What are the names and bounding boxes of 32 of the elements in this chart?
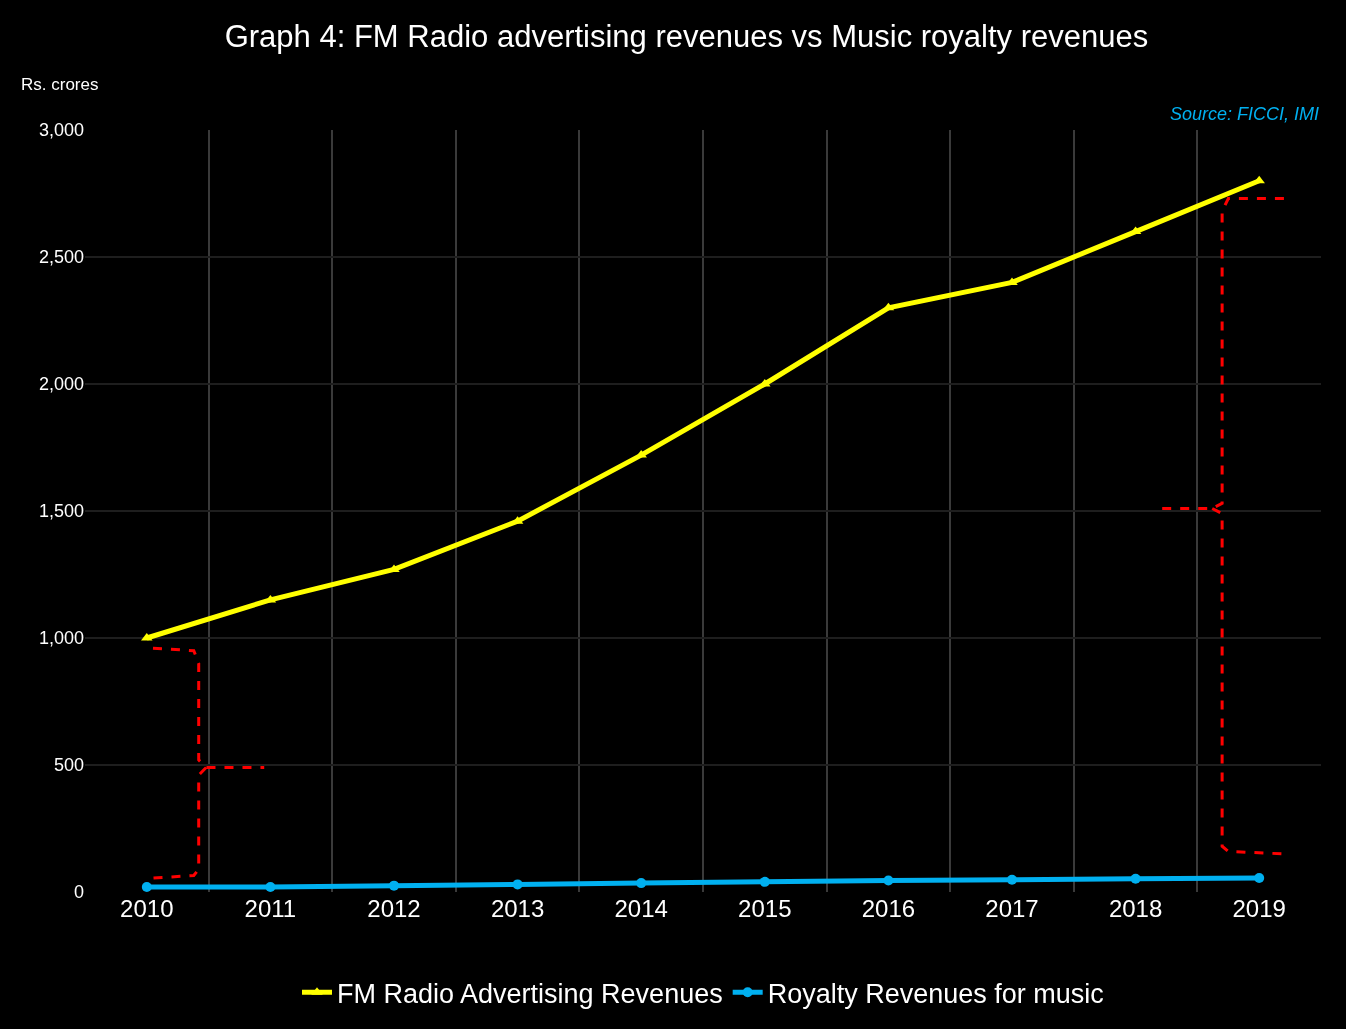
y-tick-label: 2,500: [38, 247, 84, 268]
x-tick-label: 2017: [985, 895, 1039, 922]
point: [1254, 873, 1265, 884]
y-tick-label: 500: [53, 755, 84, 776]
y-axis-title: Rs. crores: [21, 75, 99, 94]
point: [265, 881, 276, 892]
x-tick-label: 2019: [1232, 895, 1286, 922]
point: [1130, 873, 1141, 884]
x-tick-label: 2010: [120, 895, 174, 922]
x-tick-label: 2012: [367, 895, 421, 922]
x-tick-label: 2011: [244, 895, 297, 922]
point: [759, 876, 770, 887]
legend-label: FM Radio Advertising Revenues: [337, 978, 723, 1009]
y-tick-label: 3,000: [38, 120, 84, 141]
point: [512, 879, 523, 890]
x-tick-label: 2015: [738, 895, 792, 922]
chart-title: Graph 4: FM Radio advertising revenues vs Music royalty revenues: [224, 19, 1149, 55]
y-tick-label: 2,000: [38, 374, 84, 395]
y-tick-label: 1,500: [38, 501, 84, 522]
point: [883, 875, 894, 886]
point: [1007, 874, 1017, 885]
y-tick-label: 1,000: [38, 628, 84, 649]
x-tick-label: 2018: [1108, 895, 1163, 922]
x-tick-label: 2014: [614, 895, 668, 922]
legend-label: Royalty Revenues for music: [767, 978, 1104, 1009]
x-tick-label: 2013: [490, 895, 545, 922]
point: [141, 881, 152, 892]
point: [636, 878, 647, 889]
source-note: Source: FICCI, IMI: [1170, 104, 1320, 124]
point: [389, 880, 399, 891]
x-tick-label: 2016: [861, 895, 916, 922]
y-tick-label: 0: [73, 882, 84, 903]
